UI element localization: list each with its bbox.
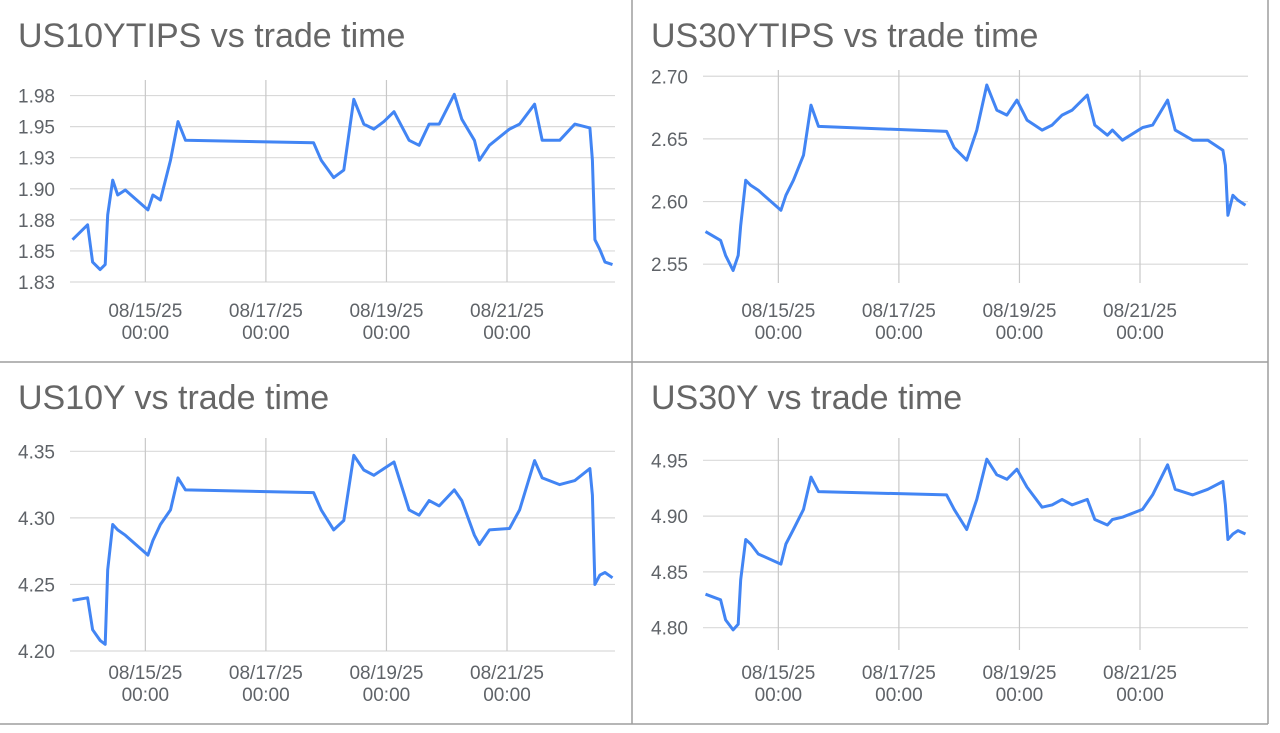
chart-title: US10Y vs trade time — [18, 379, 329, 417]
data-line — [72, 453, 614, 646]
x-tick-label: 08/21/25 00:00 — [1103, 301, 1177, 344]
y-tick-label: 4.30 — [18, 509, 55, 530]
x-tick-label: 08/19/25 00:00 — [982, 301, 1056, 344]
x-tick-label: 08/17/25 00:00 — [862, 663, 936, 706]
y-tick-label: 1.90 — [18, 180, 55, 201]
y-tick-label: 1.98 — [18, 87, 55, 108]
data-line — [704, 83, 1247, 272]
y-tick-label: 2.55 — [651, 255, 688, 276]
y-tick-label: 1.88 — [18, 211, 55, 232]
y-tick-label: 1.85 — [18, 242, 55, 263]
y-tick-label: 4.85 — [651, 563, 688, 584]
x-tick-label: 08/15/25 00:00 — [108, 301, 182, 344]
x-tick-label: 08/19/25 00:00 — [349, 663, 423, 706]
y-tick-label: 2.70 — [651, 67, 688, 88]
x-tick-label: 08/19/25 00:00 — [982, 663, 1056, 706]
y-tick-label: 1.95 — [18, 118, 55, 139]
chart-title: US30YTIPS vs trade time — [651, 17, 1038, 55]
x-tick-label: 08/15/25 00:00 — [741, 301, 815, 344]
y-tick-label: 4.90 — [651, 507, 688, 528]
x-tick-label: 08/17/25 00:00 — [862, 301, 936, 344]
x-tick-label: 08/15/25 00:00 — [108, 663, 182, 706]
y-tick-label: 1.83 — [18, 273, 55, 294]
x-tick-label: 08/15/25 00:00 — [741, 663, 815, 706]
chart-title: US30Y vs trade time — [651, 379, 962, 417]
x-tick-label: 08/17/25 00:00 — [229, 663, 303, 706]
x-tick-label: 08/17/25 00:00 — [229, 301, 303, 344]
data-line — [71, 92, 613, 272]
y-tick-label: 2.65 — [651, 130, 688, 151]
y-tick-label: 4.20 — [18, 642, 55, 663]
y-tick-label: 4.95 — [651, 451, 688, 472]
x-tick-label: 08/21/25 00:00 — [470, 301, 544, 344]
y-tick-label: 4.25 — [18, 575, 55, 596]
data-line — [704, 457, 1247, 632]
y-tick-label: 2.60 — [651, 193, 688, 214]
x-tick-label: 08/19/25 00:00 — [349, 301, 423, 344]
y-tick-label: 4.80 — [651, 619, 688, 640]
x-tick-label: 08/21/25 00:00 — [1103, 663, 1177, 706]
y-tick-label: 1.93 — [18, 149, 55, 170]
x-tick-label: 08/21/25 00:00 — [470, 663, 544, 706]
y-tick-label: 4.35 — [18, 442, 55, 463]
chart-title: US10YTIPS vs trade time — [18, 17, 405, 55]
